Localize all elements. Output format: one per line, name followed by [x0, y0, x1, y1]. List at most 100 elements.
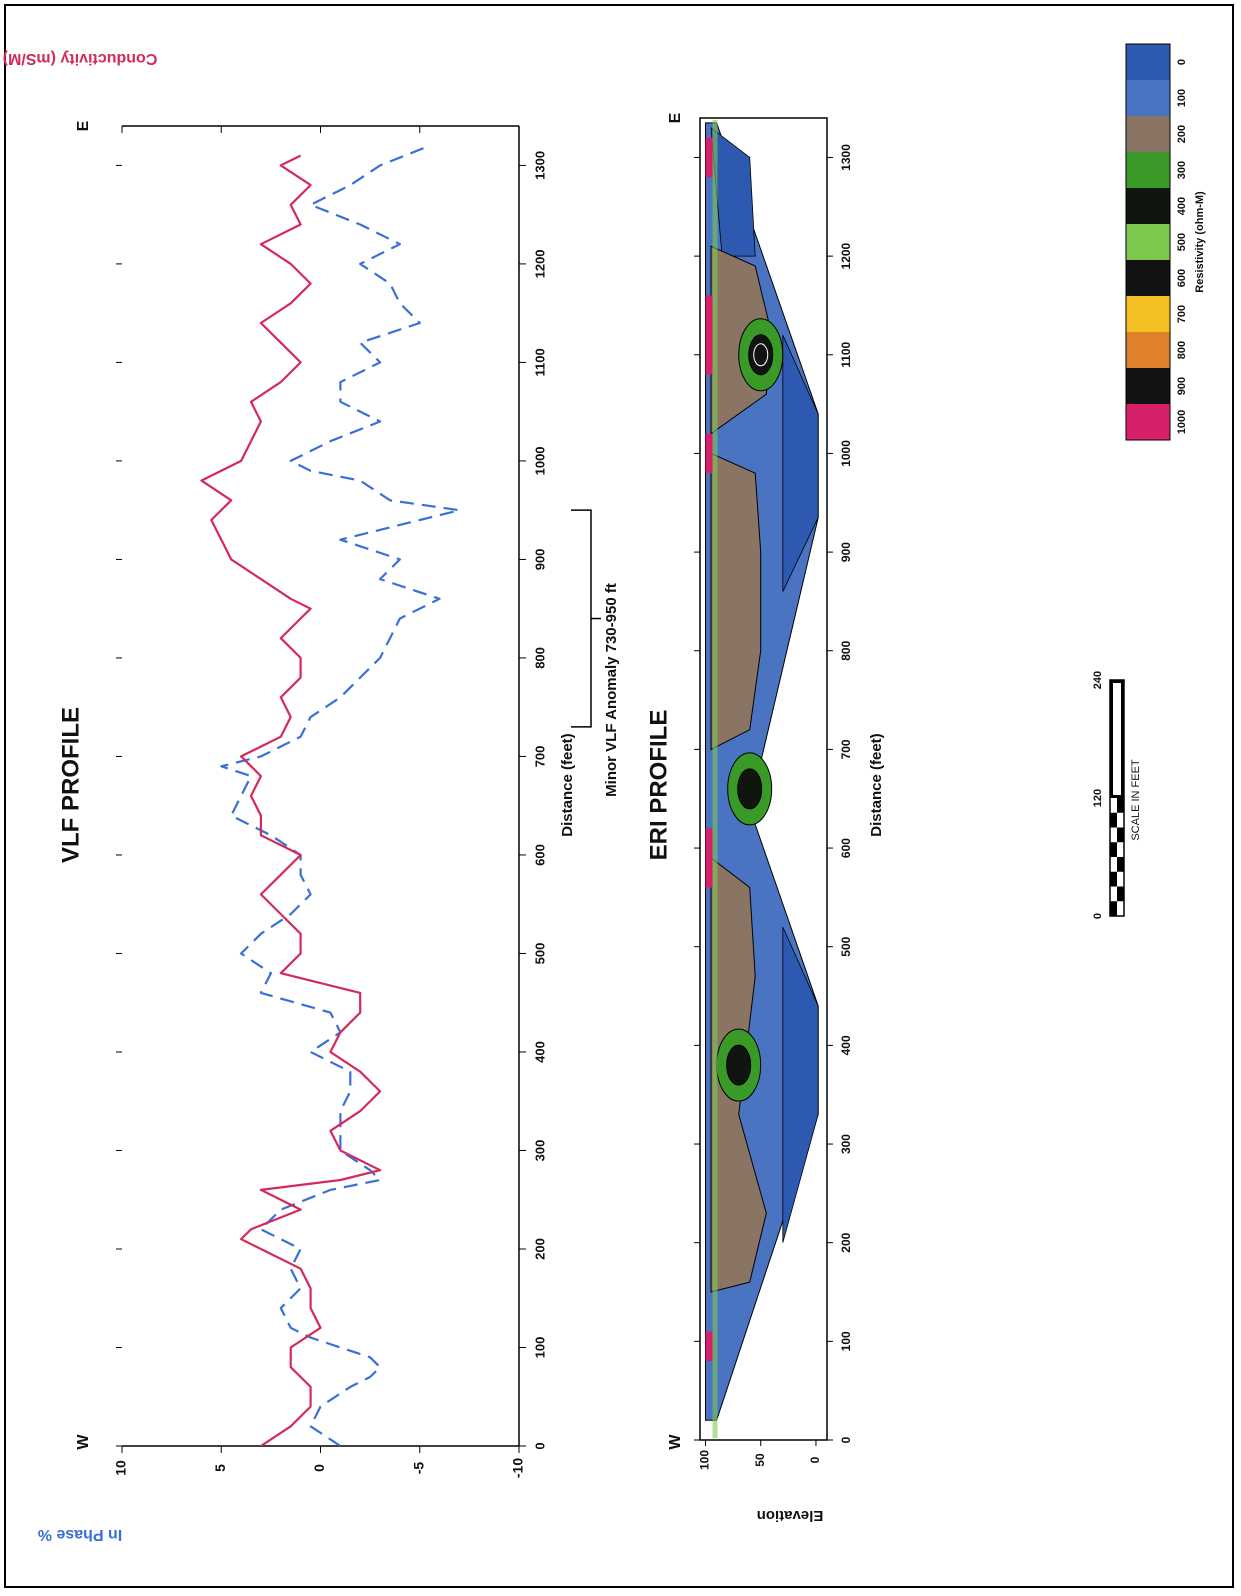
eri-xtick-label: 100: [839, 1331, 853, 1351]
eri-surface-high: [705, 433, 713, 474]
colorbar-tick-label: 1000: [1176, 410, 1188, 434]
eri-xtick-label: 700: [839, 739, 853, 759]
scale-tick-label: 0: [1092, 913, 1104, 919]
scale-bar-segment: [1110, 842, 1117, 857]
colorbar-tick-label: 900: [1176, 377, 1188, 395]
vlf-xtick-label: 100: [532, 1337, 547, 1359]
vlf-xtick-label: 800: [532, 647, 547, 669]
colorbar-frame: [1125, 43, 1171, 441]
colorbar-tick-label: 300: [1176, 161, 1188, 179]
vlf-east-label: E: [75, 120, 92, 131]
eri-surface-band: [712, 120, 718, 1438]
eri-xtick-label: 600: [839, 838, 853, 858]
vlf-ytick-label: 5: [212, 1464, 228, 1472]
colorbar-tick-label: 600: [1176, 269, 1188, 287]
scale-bar-segment: [1110, 812, 1117, 828]
eri-low-zone-2: [782, 334, 819, 592]
vlf-xtick-label: 900: [532, 549, 547, 571]
colorbar-swatch: [1126, 116, 1170, 152]
eri-ytick-label: 0: [808, 1456, 822, 1463]
colorbar-tick-label: 200: [1176, 125, 1188, 143]
scale-bar-segment: [1110, 901, 1117, 916]
eri-high-zone: [726, 1044, 752, 1086]
eri-xtick-label: 900: [839, 542, 853, 562]
colorbar-swatch: [1126, 296, 1170, 332]
colorbar-tick-label: 800: [1176, 341, 1188, 359]
vlf-xtick-label: 200: [532, 1238, 547, 1260]
conductivity-series: [200, 154, 382, 1446]
vlf-y2label: Conductivity (mS/M): [3, 50, 158, 67]
colorbar-label: Resistivity (ohm-M): [1194, 191, 1206, 293]
vlf-ytick-label: 10: [113, 1460, 129, 1476]
eri-chart: 100 50 00100200300400500600700800900100011…: [645, 112, 885, 1524]
colorbar-tick-label: 0: [1176, 59, 1188, 65]
vlf-xtick-label: 1200: [532, 249, 547, 278]
eri-xtick-label: 1200: [839, 242, 853, 269]
colorbar-swatch: [1126, 404, 1170, 440]
vlf-chart: 10 5 0 -5 -10 0 100 200 300 400 500 600 700 800 900 100…: [3, 50, 620, 1543]
vlf-xtick-label: 600: [532, 844, 547, 866]
eri-xtick-label: 200: [839, 1232, 853, 1252]
scale-bar-segment: [1117, 827, 1124, 843]
vlf-xtick-label: 700: [532, 746, 547, 768]
scale-bar-segment: [1110, 871, 1117, 887]
eri-ytick-label: 100: [698, 1450, 712, 1470]
eri-xtick-label: 1100: [839, 341, 853, 367]
eri-xtick-label: 1000: [839, 440, 853, 467]
colorbar-swatch: [1126, 368, 1170, 404]
vlf-ytick-label: -10: [510, 1458, 526, 1478]
colorbar-swatch: [1126, 332, 1170, 368]
colorbar-tick-label: 500: [1176, 233, 1188, 251]
colorbar-tick-label: 700: [1176, 305, 1188, 323]
eri-surface-high: [705, 828, 713, 888]
vlf-west-label: W: [75, 1434, 92, 1450]
vlf-xtick-label: 1000: [532, 446, 547, 475]
vlf-xtick-label: 300: [532, 1140, 547, 1162]
eri-peak-zone: [753, 343, 769, 367]
scale-bar-segment: [1113, 683, 1121, 795]
eri-surface-high: [705, 295, 713, 375]
vlf-xtick-label: 0: [532, 1442, 547, 1449]
vlf-ytick-label: -5: [410, 1462, 426, 1475]
eri-east-label: E: [667, 112, 684, 123]
colorbar-swatch: [1126, 260, 1170, 296]
vlf-title: VLF PROFILE: [57, 707, 84, 863]
eri-xtick-label: 0: [839, 1436, 853, 1443]
scale-tick-label: 240: [1092, 671, 1104, 689]
eri-surface-high: [705, 1331, 713, 1362]
vlf-xtick-label: 500: [532, 943, 547, 965]
scale-bar-segment: [1117, 798, 1124, 813]
colorbar-swatch: [1126, 188, 1170, 224]
vlf-xtick-label: 1100: [532, 348, 547, 376]
eri-high-zone: [737, 768, 763, 810]
eri-ytick-label: 50: [753, 1453, 767, 1467]
vlf-ylabel: In Phase %: [38, 1526, 122, 1543]
colorbar-swatch: [1126, 152, 1170, 188]
vlf-xlabel: Distance (feet): [559, 733, 576, 836]
eri-xtick-label: 500: [839, 936, 853, 956]
scale-tick-label: 120: [1092, 789, 1104, 807]
resistivity-colorbar: 0 100 200 300 400 500 600 700 800 900 1000 Resistiv…: [1125, 43, 1206, 441]
scale-bar-label: SCALE IN FEET: [1130, 759, 1142, 841]
eri-west-label: W: [667, 1434, 684, 1450]
eri-brown-zone-2: [710, 452, 762, 751]
eri-xlabel: Distance (feet): [868, 733, 885, 836]
scale-bar-segment: [1117, 886, 1124, 902]
anomaly-label: Minor VLF Anomaly 730-950 ft: [603, 583, 620, 797]
scale-bar: 0 120 240 SCALE IN FEET: [1092, 671, 1142, 919]
eri-xtick-label: 1300: [839, 144, 853, 171]
eri-xtick-label: 300: [839, 1134, 853, 1154]
in-phase-series: [220, 144, 461, 1446]
eri-xtick-label: 800: [839, 640, 853, 660]
eri-surface-high: [705, 137, 713, 178]
vlf-plot-area: [200, 144, 461, 1446]
scale-bar-segment: [1117, 857, 1124, 872]
colorbar-swatch: [1126, 224, 1170, 260]
colorbar-tick-label: 100: [1176, 89, 1188, 107]
vlf-xtick-label: 1300: [532, 151, 547, 180]
eri-title: ERI PROFILE: [645, 710, 672, 861]
anomaly-bracket: [571, 509, 592, 728]
vlf-ytick-label: 0: [311, 1464, 327, 1472]
colorbar-tick-label: 400: [1176, 197, 1188, 215]
